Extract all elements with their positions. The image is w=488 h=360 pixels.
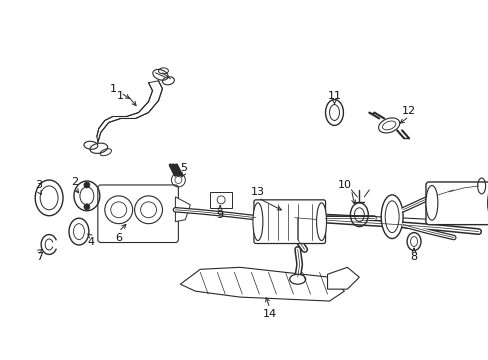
Text: 12: 12: [401, 105, 415, 116]
Polygon shape: [175, 197, 190, 222]
Circle shape: [84, 204, 90, 210]
Polygon shape: [180, 267, 344, 301]
Ellipse shape: [252, 203, 263, 240]
Polygon shape: [97, 81, 162, 142]
Text: 1: 1: [117, 91, 124, 101]
Text: 5: 5: [180, 163, 186, 173]
Circle shape: [134, 196, 162, 224]
Ellipse shape: [316, 203, 326, 240]
Text: 14: 14: [262, 309, 276, 319]
FancyBboxPatch shape: [425, 182, 488, 225]
Circle shape: [84, 182, 90, 188]
Ellipse shape: [381, 195, 402, 239]
Ellipse shape: [487, 185, 488, 220]
Text: 7: 7: [36, 252, 42, 262]
Ellipse shape: [425, 185, 437, 220]
Text: 11: 11: [327, 91, 341, 101]
Bar: [210, 192, 232, 208]
Text: 9: 9: [216, 210, 223, 220]
Text: 10: 10: [337, 180, 351, 190]
Circle shape: [104, 196, 132, 224]
Text: 2: 2: [71, 177, 79, 187]
Text: 1: 1: [110, 84, 117, 94]
Polygon shape: [327, 267, 359, 289]
Text: 6: 6: [115, 233, 122, 243]
FancyBboxPatch shape: [98, 185, 178, 243]
Text: 8: 8: [409, 252, 417, 262]
Text: 3: 3: [36, 180, 42, 190]
FancyBboxPatch shape: [253, 200, 325, 243]
Text: 13: 13: [250, 187, 264, 197]
Text: 4: 4: [87, 237, 94, 247]
